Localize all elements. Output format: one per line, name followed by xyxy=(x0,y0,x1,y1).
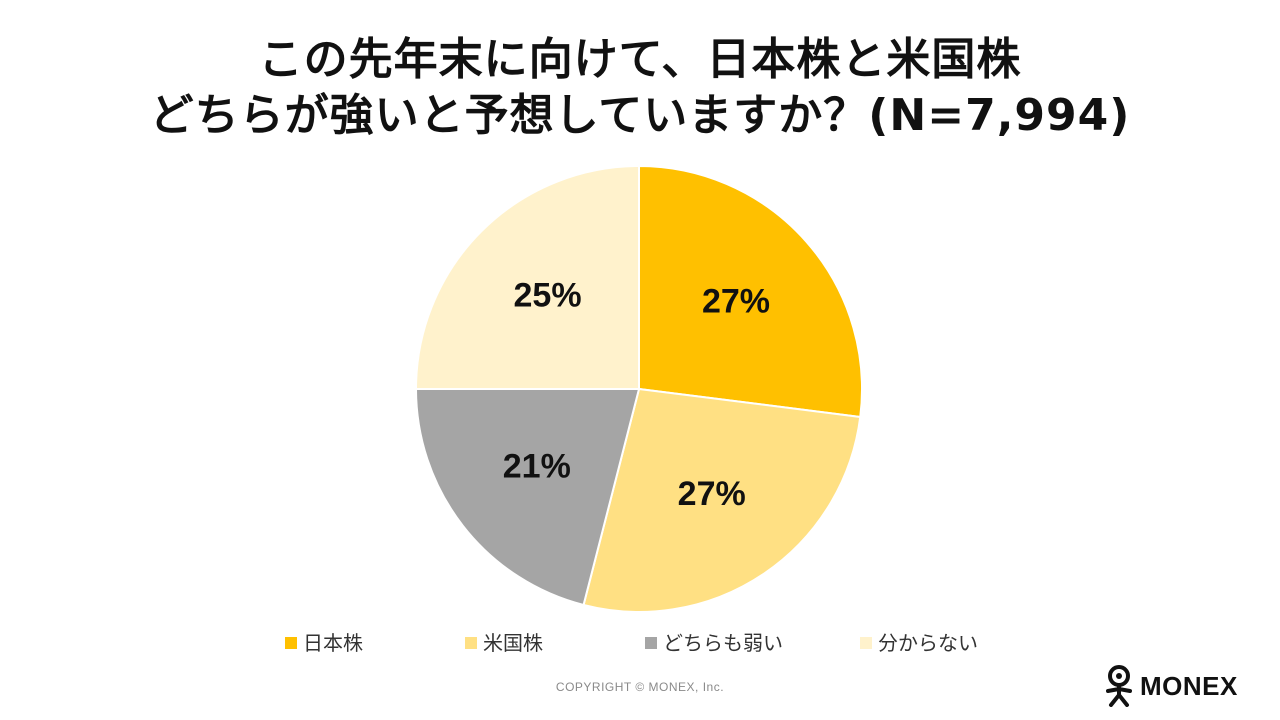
chart-title-line-2: どちらが強いと予想していますか？(N=7,994) xyxy=(149,90,1131,141)
chart-title-line-1: この先年末に向けて、日本株と米国株 xyxy=(258,34,1022,85)
legend-item-japan-stocks: 日本株 xyxy=(285,631,465,655)
legend-swatch-japan-stocks xyxy=(285,637,297,649)
pie-slices xyxy=(414,164,863,613)
legend-label-us-stocks: 米国株 xyxy=(483,631,543,655)
legend-swatch-both-weak xyxy=(645,637,657,649)
legend-item-both-weak: どちらも弱い xyxy=(645,631,860,655)
legend-label-both-weak: どちらも弱い xyxy=(663,631,783,655)
pie-data-label-us-stocks: 27% xyxy=(678,475,746,513)
chart-legend: 日本株 米国株 どちらも弱い 分からない xyxy=(285,629,1025,657)
legend-swatch-dont-know xyxy=(860,637,872,649)
monex-figure-icon xyxy=(1106,665,1132,707)
pie-slice-japan-stocks xyxy=(638,164,863,419)
pie-data-label-dont-know: 25% xyxy=(514,277,582,315)
legend-item-dont-know: 分からない xyxy=(860,631,1020,655)
pie-slice-us-stocks xyxy=(582,387,862,613)
pie-slice-dont-know xyxy=(414,164,640,390)
legend-item-us-stocks: 米国株 xyxy=(465,631,645,655)
monex-logo-text: MONEX xyxy=(1140,670,1238,701)
copyright-notice: COPYRIGHT © MONEX, Inc. xyxy=(555,680,725,694)
legend-label-dont-know: 分からない xyxy=(878,631,978,655)
monex-logo: MONEX xyxy=(1104,664,1238,708)
chart-title: この先年末に向けて、日本株と米国株 どちらが強いと予想していますか？(N=7,9… xyxy=(0,32,1280,144)
legend-label-japan-stocks: 日本株 xyxy=(303,631,363,655)
pie-data-label-both-weak: 21% xyxy=(503,447,571,485)
pie-data-label-japan-stocks: 27% xyxy=(702,282,770,320)
pie-data-labels: 27% 27% 21% 25% xyxy=(503,277,770,513)
pie-slice-both-weak xyxy=(414,388,641,607)
legend-swatch-us-stocks xyxy=(465,637,477,649)
